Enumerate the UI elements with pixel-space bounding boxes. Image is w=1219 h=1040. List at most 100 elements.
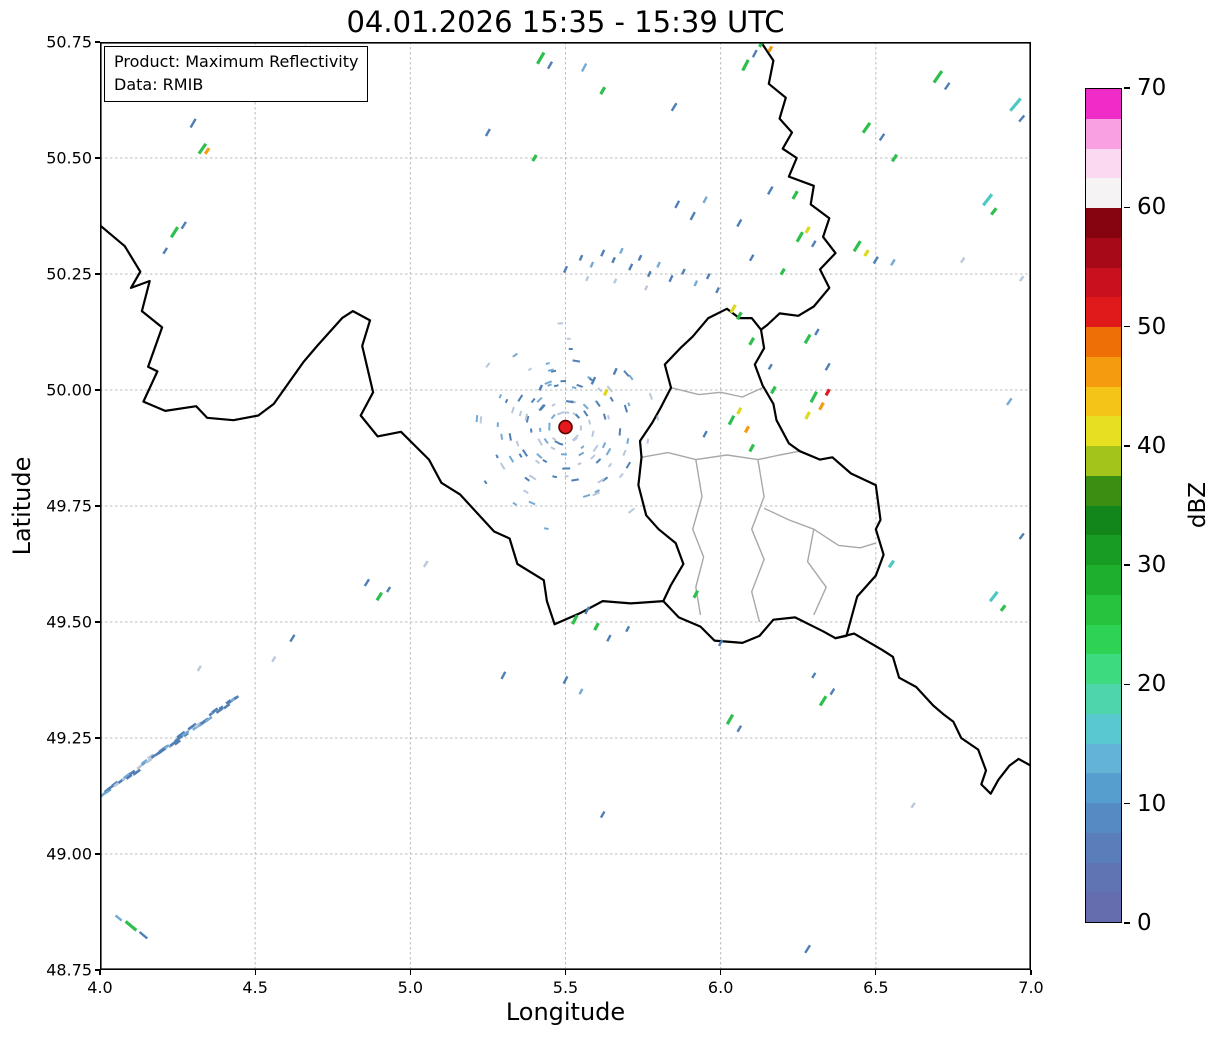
radar-echo bbox=[770, 385, 777, 395]
radar-echo bbox=[670, 102, 678, 112]
radar-echo bbox=[689, 211, 696, 221]
clutter-echo bbox=[539, 404, 546, 411]
radar-echo bbox=[619, 247, 624, 255]
clutter-echo bbox=[518, 453, 523, 458]
clutter-echo bbox=[525, 415, 530, 423]
clutter-echo bbox=[628, 374, 634, 381]
clutter-echo bbox=[618, 472, 624, 479]
clutter-echo bbox=[547, 368, 554, 372]
radar-echo bbox=[863, 249, 870, 257]
clutter-echo bbox=[483, 480, 488, 485]
radar-echo bbox=[500, 671, 507, 680]
clutter-echo bbox=[656, 415, 659, 421]
clutter-echo bbox=[551, 437, 557, 442]
clutter-echo bbox=[568, 347, 573, 351]
x-tick-label: 6.0 bbox=[707, 978, 734, 997]
radar-echo bbox=[531, 154, 538, 162]
clutter-echo bbox=[550, 369, 557, 373]
info-box: Product: Maximum Reflectivity Data: RMIB bbox=[104, 46, 369, 103]
radar-echo bbox=[811, 240, 817, 248]
x-tick-label: 5.0 bbox=[397, 978, 424, 997]
clutter-echo bbox=[625, 461, 632, 469]
clutter-echo bbox=[539, 427, 542, 432]
radar-echo bbox=[484, 128, 491, 137]
radar-echo bbox=[599, 86, 607, 95]
clutter-echo bbox=[592, 444, 599, 453]
radar-site-marker bbox=[558, 419, 573, 435]
clutter-echo bbox=[591, 430, 595, 437]
canton-border bbox=[670, 387, 763, 398]
radar-echo bbox=[767, 363, 773, 370]
clutter-echo bbox=[485, 362, 491, 368]
radar-echo bbox=[824, 362, 831, 371]
aircraft-echo bbox=[132, 768, 142, 776]
clutter-echo bbox=[626, 438, 630, 444]
clutter-echo bbox=[518, 410, 523, 417]
clutter-echo bbox=[557, 322, 564, 325]
clutter-echo bbox=[601, 476, 609, 482]
radar-echo bbox=[725, 713, 735, 725]
colorbar-tick-mark bbox=[1124, 206, 1130, 209]
radar-echo bbox=[536, 51, 546, 65]
canton-border bbox=[806, 529, 827, 616]
colorbar-tick-mark bbox=[1124, 87, 1130, 89]
clutter-echo bbox=[646, 438, 650, 444]
radar-echo bbox=[890, 153, 899, 163]
y-tick-label: 49.25 bbox=[46, 728, 92, 748]
plot-canvas bbox=[100, 42, 1031, 970]
radar-echo bbox=[681, 268, 686, 275]
clutter-echo bbox=[523, 489, 529, 495]
colorbar-label: dBZ bbox=[1185, 481, 1211, 529]
x-tick-mark bbox=[409, 970, 411, 975]
aircraft-echo bbox=[194, 721, 202, 728]
aircraft-echo bbox=[187, 722, 197, 731]
colorbar-segment bbox=[1086, 801, 1121, 833]
radar-echo bbox=[599, 810, 606, 819]
radar-echo bbox=[741, 59, 750, 72]
chart-title: 04.01.2026 15:35 - 15:39 UTC bbox=[346, 5, 785, 39]
radar-echo bbox=[289, 634, 296, 643]
colorbar-segment bbox=[1086, 414, 1121, 446]
clutter-echo bbox=[495, 454, 499, 459]
clutter-echo bbox=[550, 446, 556, 451]
radar-echo bbox=[600, 249, 606, 257]
radar-echo bbox=[593, 622, 600, 631]
radar-echo bbox=[613, 278, 618, 284]
colorbar-tick-mark bbox=[1124, 325, 1130, 328]
radar-echo bbox=[546, 61, 554, 70]
clutter-echo bbox=[564, 411, 570, 414]
radar-echo bbox=[692, 589, 700, 599]
radar-echo bbox=[590, 376, 597, 385]
radar-echo bbox=[693, 280, 699, 287]
colorbar-segment bbox=[1086, 741, 1121, 774]
clutter-echo bbox=[542, 458, 548, 464]
colorbar-segment bbox=[1086, 384, 1121, 417]
clutter-echo bbox=[583, 410, 589, 417]
clutter-echo bbox=[548, 422, 551, 431]
clutter-echo bbox=[627, 402, 631, 407]
x-tick-label: 4.5 bbox=[242, 978, 268, 997]
clutter-echo bbox=[623, 404, 628, 413]
radar-echo bbox=[580, 62, 588, 73]
clutter-echo bbox=[517, 394, 524, 402]
colorbar-segment bbox=[1086, 325, 1121, 357]
clutter-echo bbox=[524, 476, 530, 482]
radar-echo bbox=[824, 388, 831, 397]
canton-border bbox=[751, 459, 765, 623]
clutter-echo bbox=[499, 462, 506, 470]
radar-echo bbox=[887, 559, 896, 569]
clutter-echo bbox=[524, 413, 529, 421]
clutter-echo bbox=[475, 415, 479, 423]
radar-echo bbox=[1006, 397, 1013, 406]
clutter-echo bbox=[588, 419, 592, 425]
radar-echo bbox=[585, 275, 590, 282]
colorbar-segment bbox=[1086, 563, 1121, 595]
colorbar-segment bbox=[1086, 503, 1121, 536]
radar-echo bbox=[571, 614, 579, 625]
radar-echo bbox=[197, 142, 208, 155]
clutter-echo bbox=[590, 454, 596, 460]
aircraft-echo bbox=[145, 757, 153, 764]
colorbar-tick-label: 60 bbox=[1137, 194, 1167, 221]
clutter-echo bbox=[594, 489, 600, 494]
radar-echo bbox=[990, 207, 998, 216]
